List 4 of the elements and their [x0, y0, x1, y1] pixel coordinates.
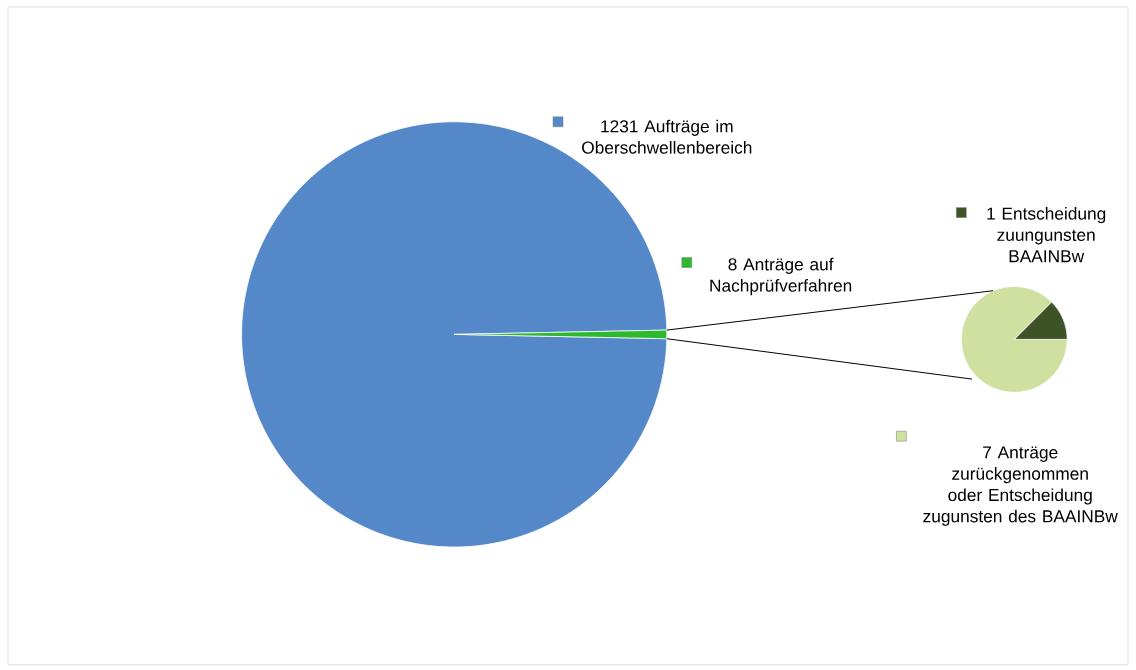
legend-label: 1 Entscheidung zuungunsten BAAINBw	[987, 207, 1106, 263]
slice-label: 7 Anträge zurückgenommen oder Entscheidung zugunsten des BAAINBw	[923, 446, 1118, 526]
legend-label: 1231 Aufträge im Oberschwellenbereich	[582, 119, 752, 154]
legend-label: 8 Anträge auf Nachprüfverfahren	[710, 257, 852, 296]
